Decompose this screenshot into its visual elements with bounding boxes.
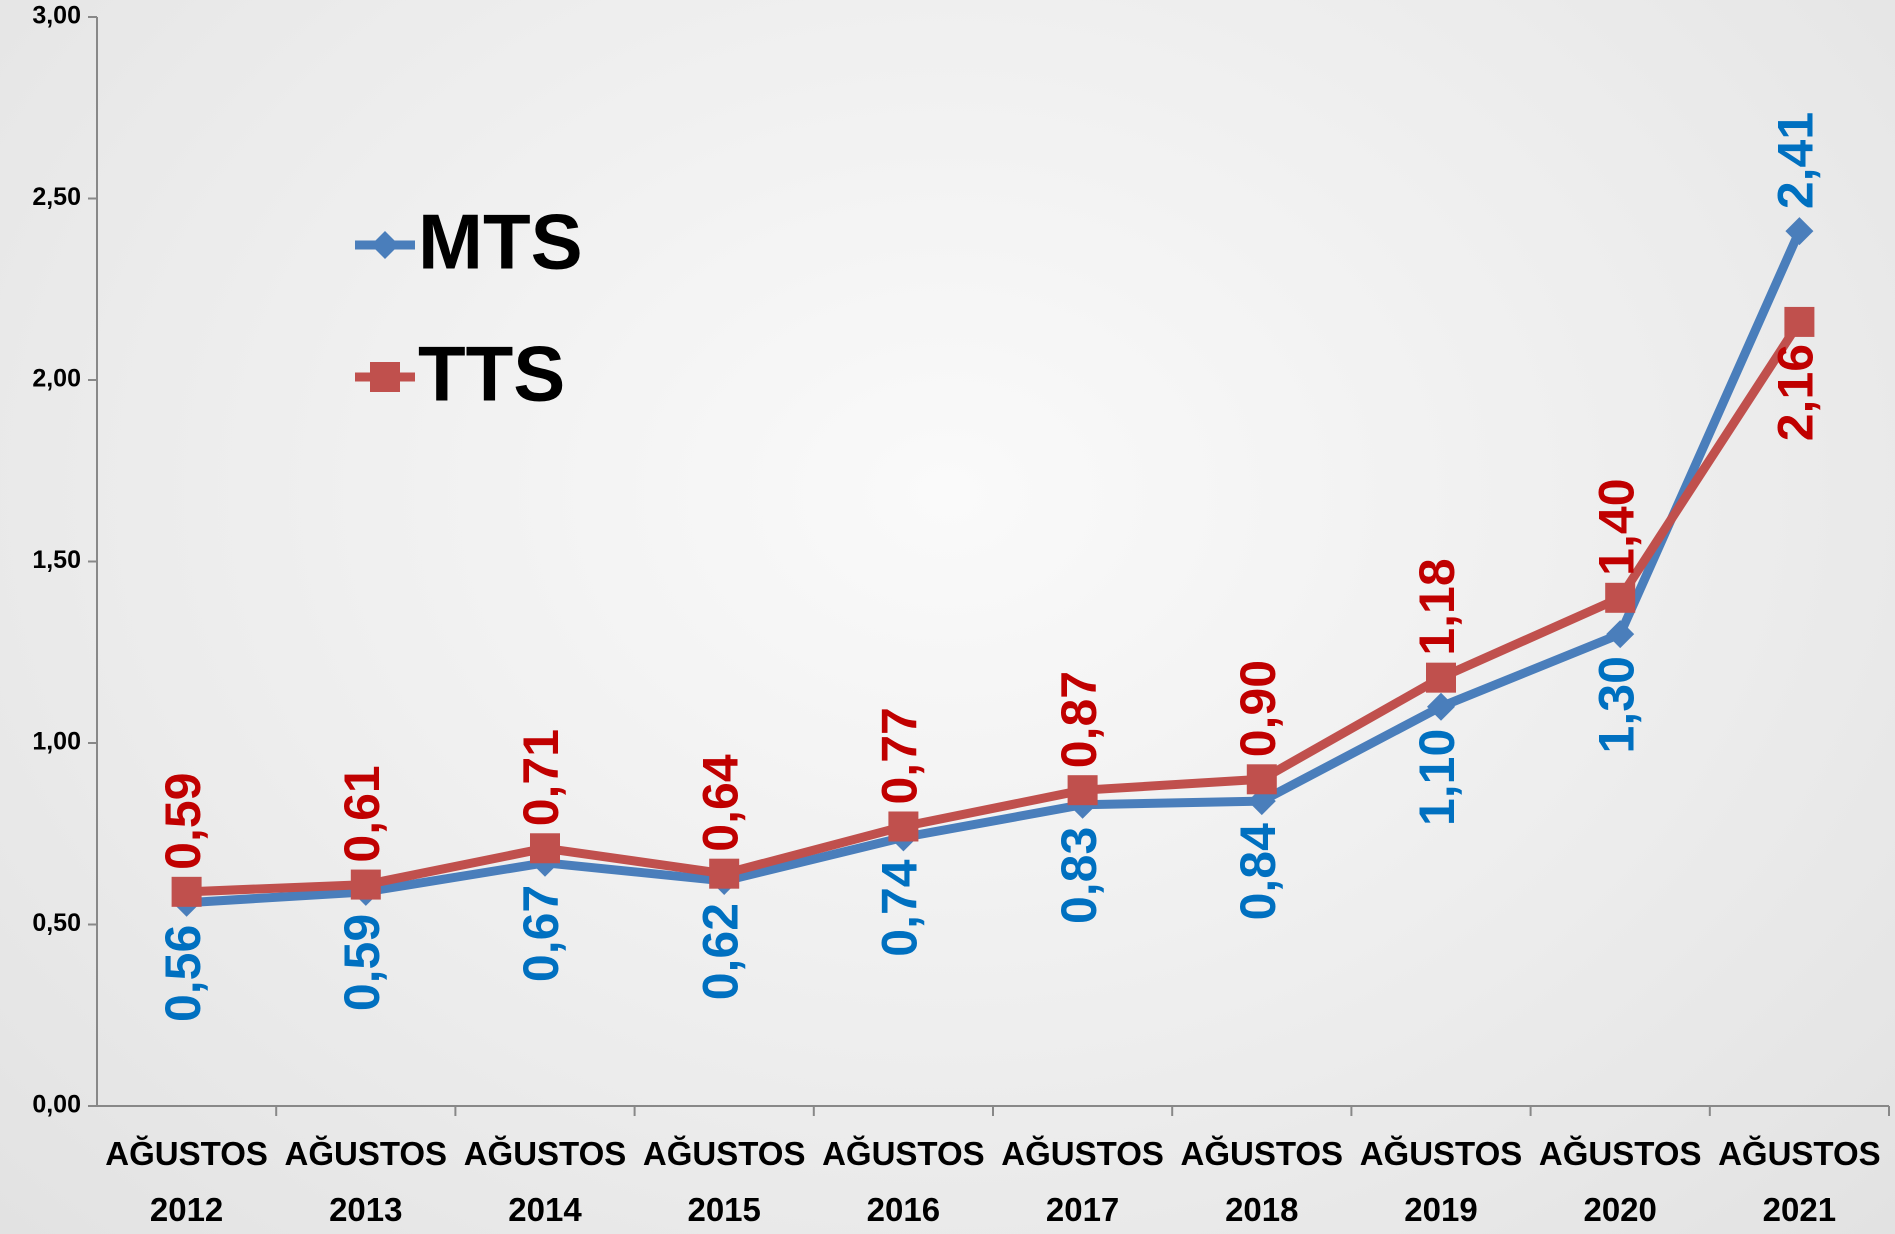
x-tick-label: AĞUSTOS 2018	[1180, 1135, 1344, 1228]
data-point	[709, 858, 740, 889]
data-point	[1785, 217, 1814, 246]
data-point	[1427, 692, 1455, 721]
data-label: 0,61	[334, 765, 390, 862]
data-label: 0,87	[1051, 671, 1107, 768]
data-point	[350, 869, 381, 900]
legend-marker	[370, 362, 400, 392]
x-tick-label: AĞUSTOS 2012	[105, 1135, 268, 1228]
data-point	[1067, 775, 1098, 806]
data-label: 0,84	[1230, 823, 1286, 921]
x-tick-label: AĞUSTOS 2016	[822, 1135, 985, 1228]
y-tick-label: 2,00	[32, 365, 81, 393]
x-tick-label: AĞUSTOS 2020	[1538, 1135, 1702, 1228]
data-label: 1,18	[1409, 558, 1465, 655]
data-label: 0,67	[513, 885, 569, 982]
data-label: 0,71	[513, 729, 569, 826]
data-label: 0,59	[155, 773, 211, 870]
data-label: 0,90	[1230, 660, 1286, 757]
data-label: 2,16	[1768, 344, 1824, 441]
legend-label: TTS	[418, 330, 565, 418]
x-tick-label: AĞUSTOS 2014	[463, 1135, 627, 1228]
y-tick-label: 0,50	[32, 909, 81, 937]
data-label: 0,83	[1051, 827, 1107, 924]
data-label: 0,77	[872, 707, 928, 804]
data-point	[171, 876, 202, 907]
data-point	[1784, 306, 1815, 337]
data-label: 0,59	[334, 914, 390, 1011]
data-point	[888, 811, 919, 842]
data-label: 0,64	[692, 754, 748, 852]
x-tick-label: AĞUSTOS 2017	[1001, 1135, 1164, 1228]
data-label: 1,30	[1588, 656, 1644, 753]
y-tick-label: 1,50	[32, 546, 81, 574]
y-tick-label: 0,00	[32, 1091, 81, 1119]
series-line	[186, 229, 1804, 908]
data-label: 0,56	[155, 925, 211, 1022]
y-tick-label: 3,00	[32, 2, 81, 30]
data-point	[1426, 662, 1456, 693]
data-label: 1,40	[1588, 478, 1644, 575]
data-point	[530, 833, 560, 864]
data-point	[1246, 764, 1277, 795]
data-label: 1,10	[1409, 729, 1465, 826]
data-label: 0,74	[872, 859, 928, 957]
x-tick-label: AĞUSTOS 2021	[1718, 1135, 1881, 1228]
data-label: 2,41	[1768, 112, 1824, 209]
data-label: 0,62	[692, 903, 748, 1000]
x-tick-label: AĞUSTOS 2015	[642, 1135, 806, 1228]
data-point	[1605, 582, 1636, 613]
data-point	[1606, 620, 1635, 649]
x-tick-label: AĞUSTOS 2013	[284, 1135, 448, 1228]
legend-marker	[371, 231, 399, 259]
x-tick-label: AĞUSTOS 2019	[1359, 1135, 1523, 1228]
legend-label: MTS	[418, 198, 583, 286]
series-line	[186, 319, 1804, 897]
y-tick-label: 2,50	[32, 183, 81, 211]
y-tick-label: 1,00	[32, 728, 81, 756]
